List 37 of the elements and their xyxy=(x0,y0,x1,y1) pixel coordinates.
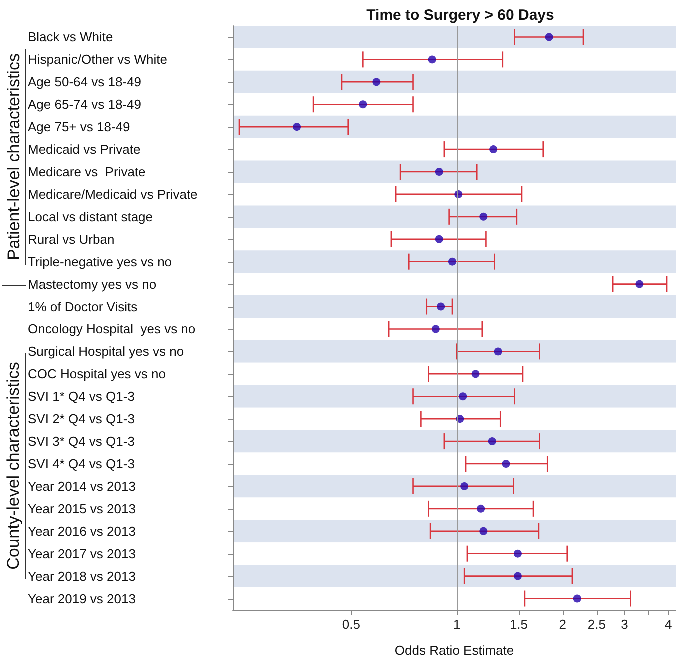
y-tick-label: Triple-negative yes vs no xyxy=(28,254,172,270)
y-tick-label: Year 2015 vs 2013 xyxy=(28,501,136,516)
x-tick-label: 2 xyxy=(559,617,566,632)
y-tick-label: Medicaid vs Private xyxy=(28,142,141,158)
y-tick-label: Medicare vs Private xyxy=(28,164,146,180)
y-tick-label: Black vs White xyxy=(28,30,114,45)
y-tick-label: Year 2014 vs 2013 xyxy=(28,478,136,494)
y-tick-label: SVI 1* Q4 vs Q1-3 xyxy=(28,389,135,404)
x-tick-label: 1 xyxy=(454,617,461,632)
x-tick-label: 1.5 xyxy=(510,617,528,632)
y-tick-label: Year 2016 vs 2013 xyxy=(28,524,136,539)
x-tick-label: 0.5 xyxy=(342,617,360,632)
x-axis-title: Odds Ratio Estimate xyxy=(394,643,514,658)
x-tick-label: 4 xyxy=(664,617,672,632)
y-tick-label: Age 65-74 vs 18-49 xyxy=(28,97,142,112)
x-tick-label: 3 xyxy=(621,617,628,632)
y-tick-label: Year 2018 vs 2013 xyxy=(28,568,136,584)
y-tick-label: Local vs distant stage xyxy=(28,209,154,224)
y-tick-label: Hispanic/Other vs White xyxy=(28,52,168,68)
x-tick-label: 2.5 xyxy=(588,617,606,632)
y-tick-label: SVI 4* Q4 vs Q1-3 xyxy=(28,456,135,472)
y-tick-label: 1% of Doctor Visits xyxy=(28,299,138,314)
y-tick-label: Rural vs Urban xyxy=(28,232,115,247)
y-tick-label: Year 2017 vs 2013 xyxy=(28,546,136,562)
y-tick-label: COC Hospital yes vs no xyxy=(28,366,166,382)
chart-title: Time to Surgery > 60 Days xyxy=(366,7,554,24)
y-tick-label: Age 75+ vs 18-49 xyxy=(28,120,130,135)
y-tick-label: Surgical Hospital yes vs no xyxy=(28,344,184,360)
y-tick-label: Year 2019 vs 2013 xyxy=(28,591,136,606)
y-tick-label: SVI 2* Q4 vs Q1-3 xyxy=(28,412,135,427)
y-tick-label: Medicare/Medicaid vs Private xyxy=(28,186,198,202)
text: Patient-level characteristics xyxy=(4,52,24,262)
y-tick-label: Age 50-64 vs 18-49 xyxy=(28,74,142,90)
text: County-level characteristics xyxy=(4,361,24,572)
y-tick-label: Oncology Hospital yes vs no xyxy=(28,322,196,337)
y-tick-label: Mastectomy yes vs no xyxy=(28,276,157,292)
y-tick-label: SVI 3* Q4 vs Q1-3 xyxy=(28,434,135,450)
